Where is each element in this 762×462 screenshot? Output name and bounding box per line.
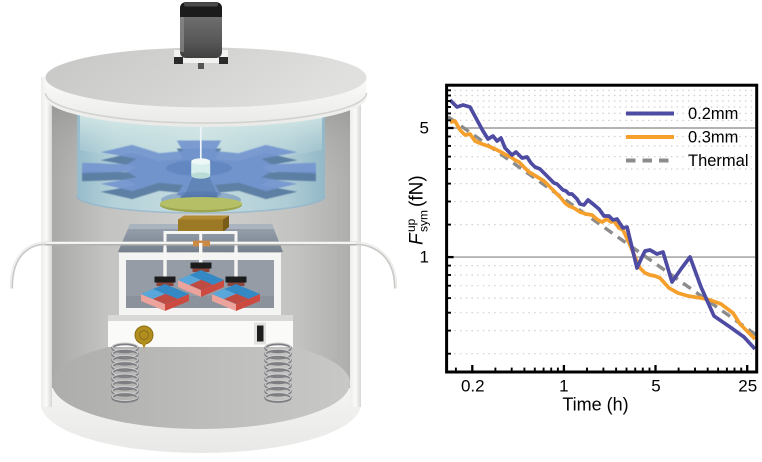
svg-text:5: 5 <box>420 119 429 138</box>
svg-text:0.2: 0.2 <box>461 377 485 396</box>
svg-text:(fN): (fN) <box>407 175 428 207</box>
svg-text:25: 25 <box>738 377 757 396</box>
svg-text:0.3mm: 0.3mm <box>688 129 738 147</box>
svg-text:1: 1 <box>420 248 429 267</box>
svg-text:Time (h): Time (h) <box>562 395 628 415</box>
svg-text:0.2mm: 0.2mm <box>688 105 738 123</box>
svg-text:F: F <box>407 232 428 245</box>
svg-text:up: up <box>404 218 418 232</box>
svg-text:sym: sym <box>417 210 431 232</box>
svg-text:1: 1 <box>559 377 568 396</box>
svg-text:5: 5 <box>651 377 660 396</box>
svg-text:Thermal: Thermal <box>688 152 749 170</box>
